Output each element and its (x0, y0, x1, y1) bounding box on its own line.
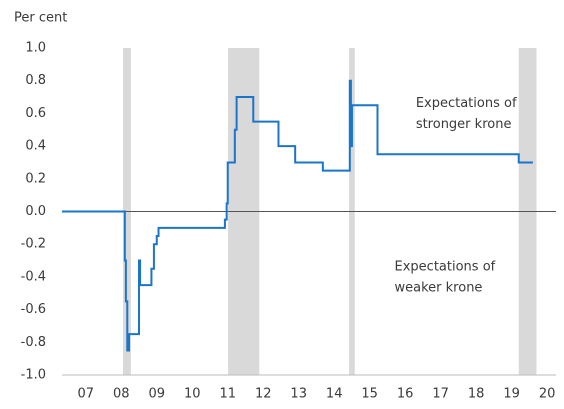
y-tick-label: 0.0 (25, 204, 46, 219)
y-tick-label: 0.6 (25, 106, 46, 121)
y-tick-label: 0.8 (25, 73, 46, 88)
x-tick-label: 07 (78, 387, 95, 402)
x-tick-label: 13 (290, 387, 307, 402)
y-axis-label: Per cent (14, 11, 67, 26)
y-tick-label: -0.6 (21, 302, 46, 317)
x-tick-label: 12 (255, 387, 272, 402)
annotation: Expectations of (395, 259, 496, 274)
y-tick-label: -0.4 (21, 269, 46, 284)
x-tick-label: 09 (148, 387, 165, 402)
annotation: stronger krone (416, 117, 512, 132)
annotation: weaker krone (395, 280, 483, 295)
annotation: Expectations of (416, 96, 517, 111)
x-tick-label: 20 (539, 387, 556, 402)
x-tick-label: 17 (432, 387, 449, 402)
x-tick-label: 19 (503, 387, 520, 402)
x-tick-label: 14 (326, 387, 343, 402)
y-tick-label: -0.2 (21, 237, 46, 252)
y-tick-label: 0.4 (25, 139, 46, 154)
x-tick-label: 18 (468, 387, 485, 402)
y-tick-label: 0.2 (25, 171, 46, 186)
x-tick-label: 15 (361, 387, 378, 402)
data-line (62, 79, 533, 352)
x-tick-label: 11 (219, 387, 236, 402)
y-tick-label: -0.8 (21, 335, 46, 350)
y-tick-label: 1.0 (25, 41, 46, 56)
x-tick-label: 08 (113, 387, 130, 402)
x-tick-label: 16 (397, 387, 414, 402)
x-tick-label: 10 (184, 387, 201, 402)
y-tick-label: -1.0 (21, 368, 46, 383)
